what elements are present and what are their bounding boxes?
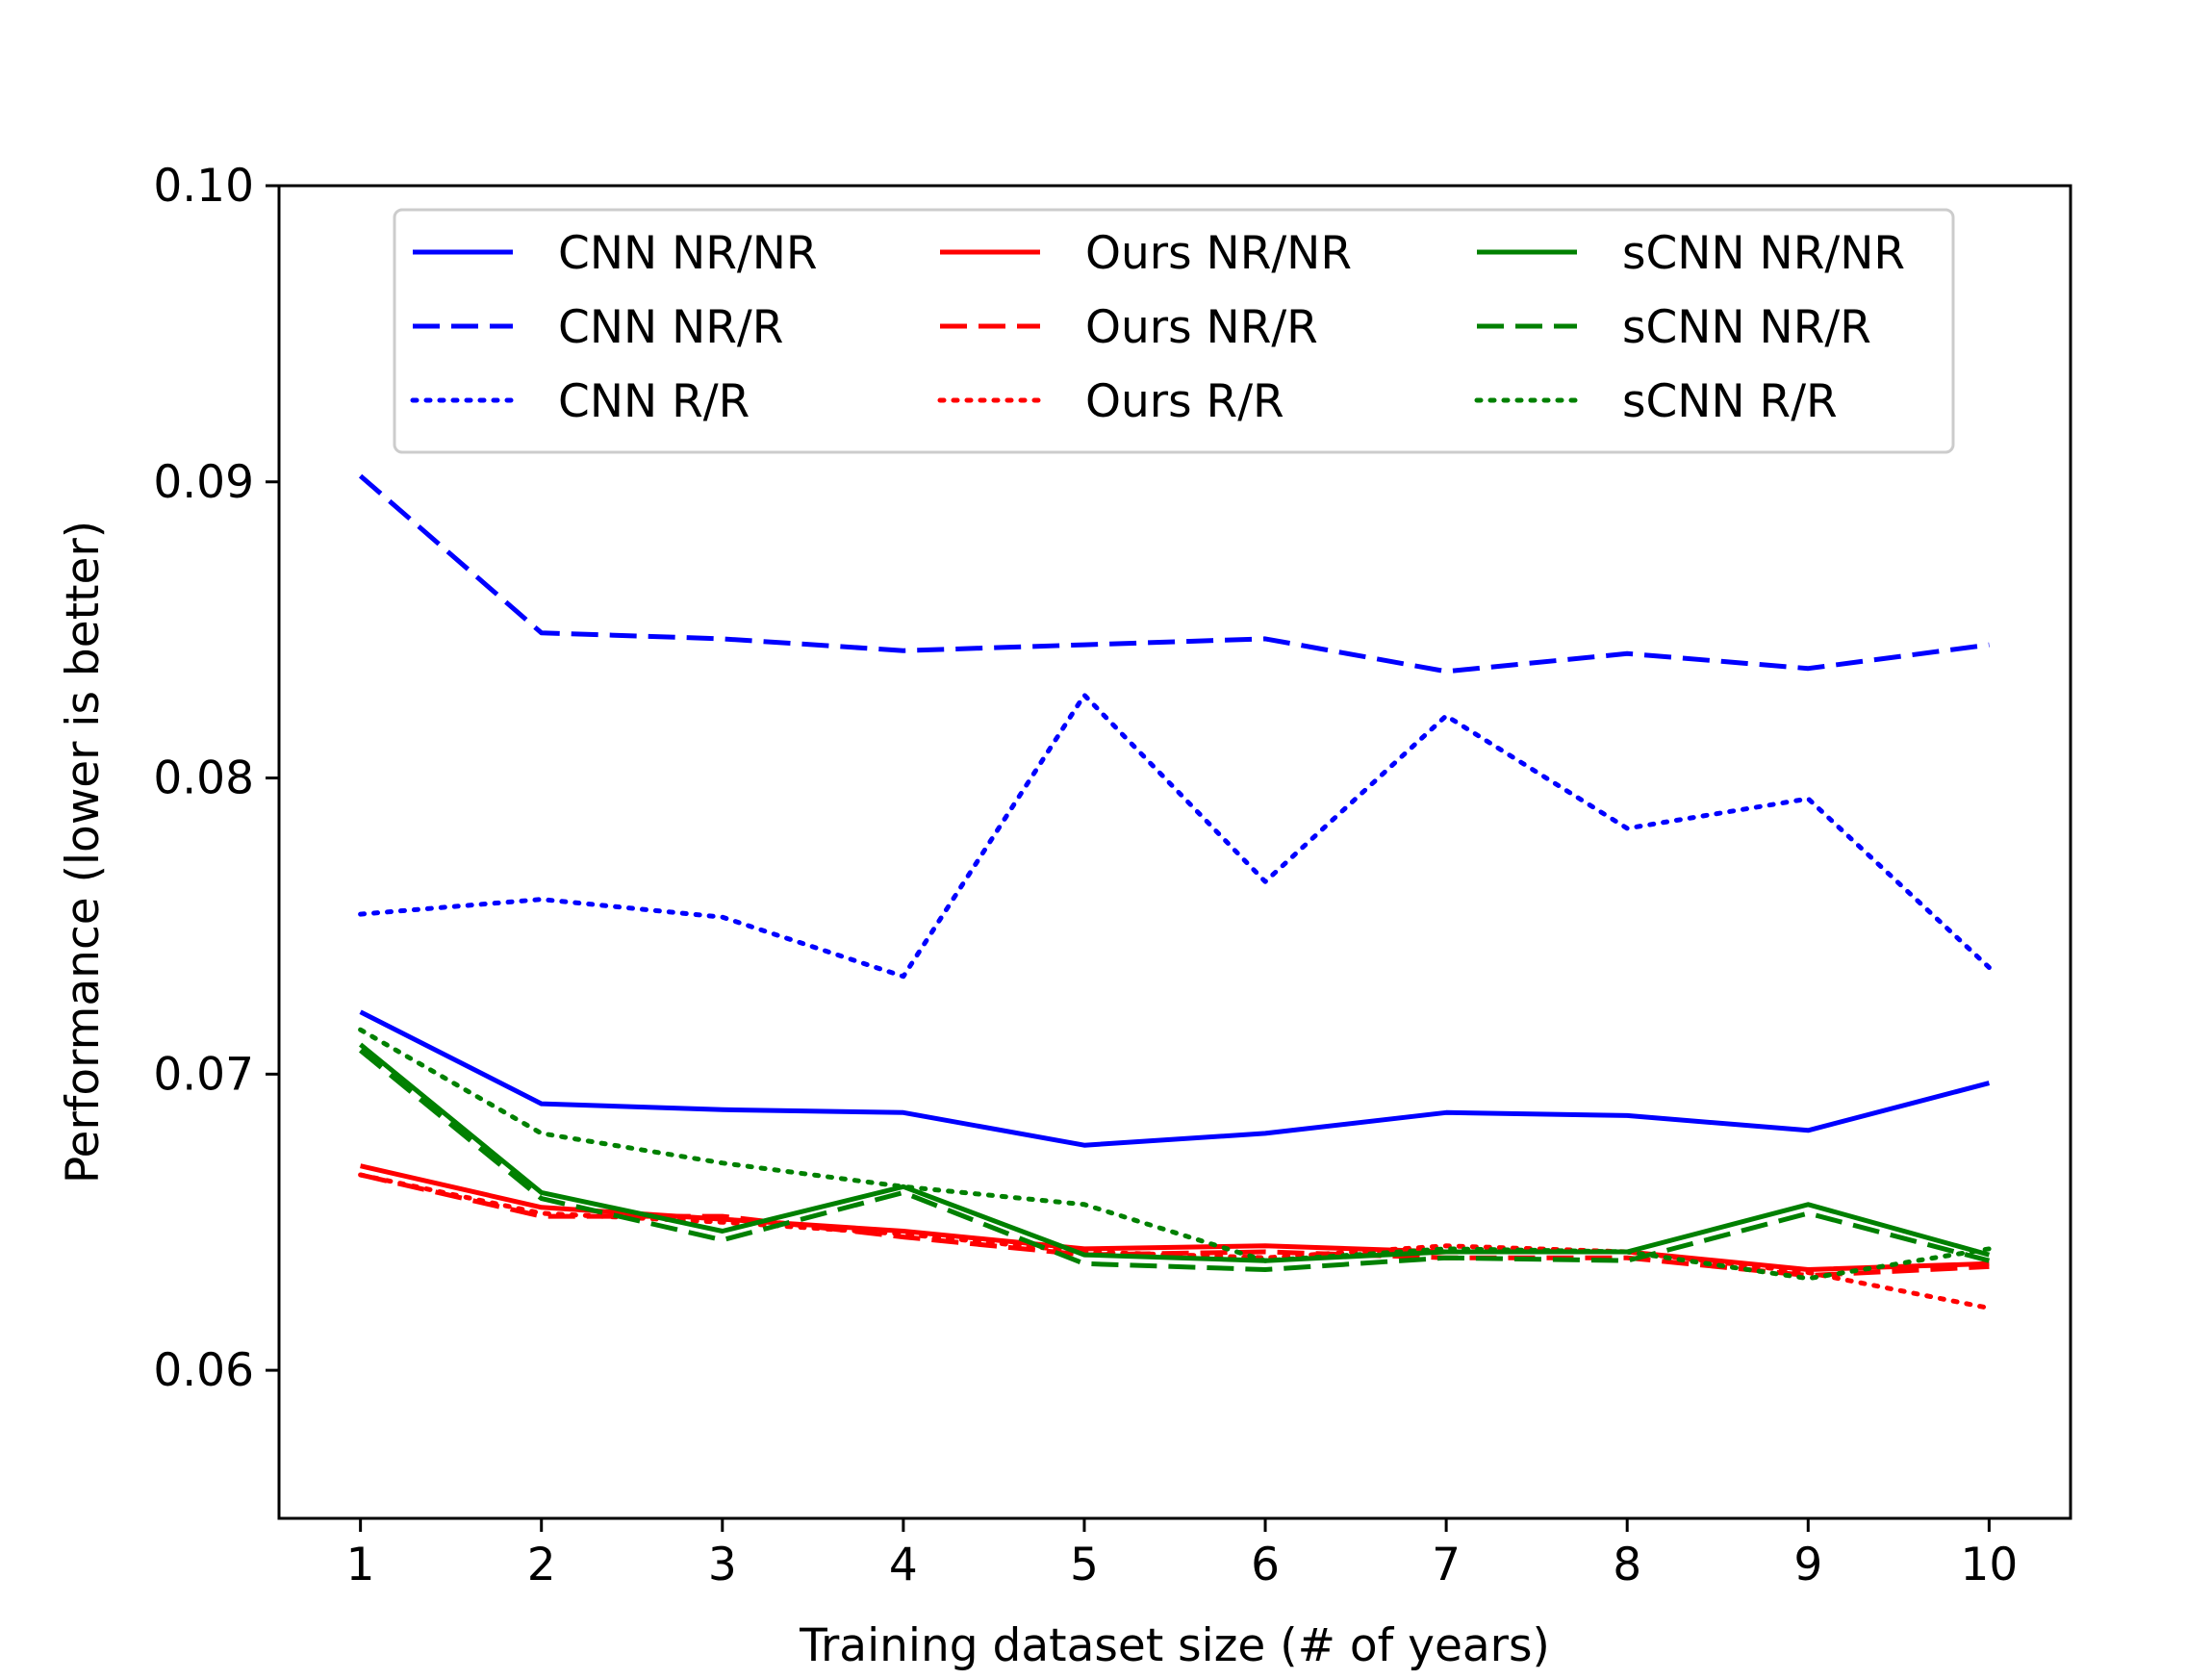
x-tick-label: 10	[1960, 1539, 2018, 1591]
legend-label: Ours NR/R	[1085, 301, 1318, 354]
y-tick-label: 0.09	[153, 456, 254, 509]
legend: CNN NR/NR CNN NR/R CNN R/R Ours NR/NR Ours N…	[393, 208, 1955, 454]
x-tick-label: 9	[1793, 1539, 1822, 1591]
y-tick-label: 0.10	[153, 160, 254, 213]
y-axis-label: Performance (lower is better)	[57, 521, 110, 1184]
legend-label: CNN R/R	[558, 375, 750, 428]
series-line-scnn-r-r	[358, 1027, 1992, 1282]
series-layer	[358, 473, 1992, 1311]
series-line-scnn-nr-nr	[359, 1042, 1991, 1263]
legend-label: sCNN R/R	[1622, 375, 1838, 428]
x-tick-label: 7	[1432, 1539, 1461, 1591]
x-tick-label: 6	[1251, 1539, 1280, 1591]
legend-label: CNN NR/NR	[558, 227, 818, 280]
series-line-cnn-r-r	[358, 692, 1992, 980]
legend-label: sCNN NR/R	[1622, 301, 1871, 354]
legend-label: Ours R/R	[1085, 375, 1284, 428]
axes-layer: 1 2 3 4 5 6 7 8 9 10 0.06 0.07 0.08 0.09 0.10	[153, 160, 2072, 1591]
plot-frame	[277, 184, 2072, 1520]
series-line-cnn-nr-r	[358, 473, 1990, 675]
y-tick-label: 0.08	[153, 752, 254, 805]
x-tick-label: 3	[708, 1539, 737, 1591]
x-tick-label: 5	[1070, 1539, 1099, 1591]
x-tick-label: 1	[346, 1539, 375, 1591]
y-tick-label: 0.06	[153, 1344, 254, 1397]
x-axis-label: Training dataset size (# of years)	[799, 1619, 1550, 1672]
x-tick-label: 8	[1613, 1539, 1641, 1591]
legend-label: Ours NR/NR	[1085, 227, 1352, 280]
y-tick-label: 0.07	[153, 1048, 254, 1101]
x-tick-label: 2	[527, 1539, 556, 1591]
legend-box	[393, 208, 1955, 454]
x-tick-label: 4	[889, 1539, 918, 1591]
legend-label: CNN NR/R	[558, 301, 783, 354]
series-line-scnn-nr-r	[359, 1048, 1991, 1272]
legend-label: sCNN NR/NR	[1622, 227, 1905, 280]
series-line-cnn-nr-nr	[359, 1009, 1991, 1148]
